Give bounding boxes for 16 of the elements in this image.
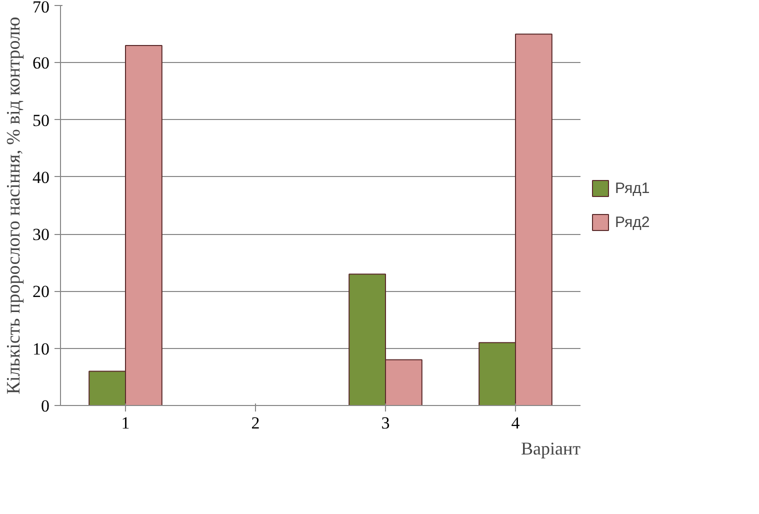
x-axis-title: Варіант bbox=[521, 438, 581, 458]
y-tick-label: 50 bbox=[32, 110, 50, 130]
y-tick-label: 30 bbox=[32, 225, 50, 244]
y-axis-title: Кількість пророслого насіння, % від контролю bbox=[4, 16, 24, 394]
x-tick-label: 2 bbox=[251, 414, 260, 432]
legend-label: Ряд2 bbox=[615, 214, 650, 230]
x-tick-label: 1 bbox=[121, 414, 130, 432]
y-tick-label: 0 bbox=[41, 396, 50, 416]
x-tick-label: 3 bbox=[381, 414, 390, 432]
y-tick-label: 40 bbox=[32, 168, 50, 187]
y-tick-label: 10 bbox=[32, 339, 50, 358]
y-tick-label: 20 bbox=[32, 282, 50, 302]
legend-label: Ряд1 bbox=[615, 180, 650, 196]
y-tick-label: 60 bbox=[32, 54, 50, 73]
x-tick-label: 4 bbox=[511, 414, 520, 432]
y-tick-label: 70 bbox=[32, 0, 50, 16]
